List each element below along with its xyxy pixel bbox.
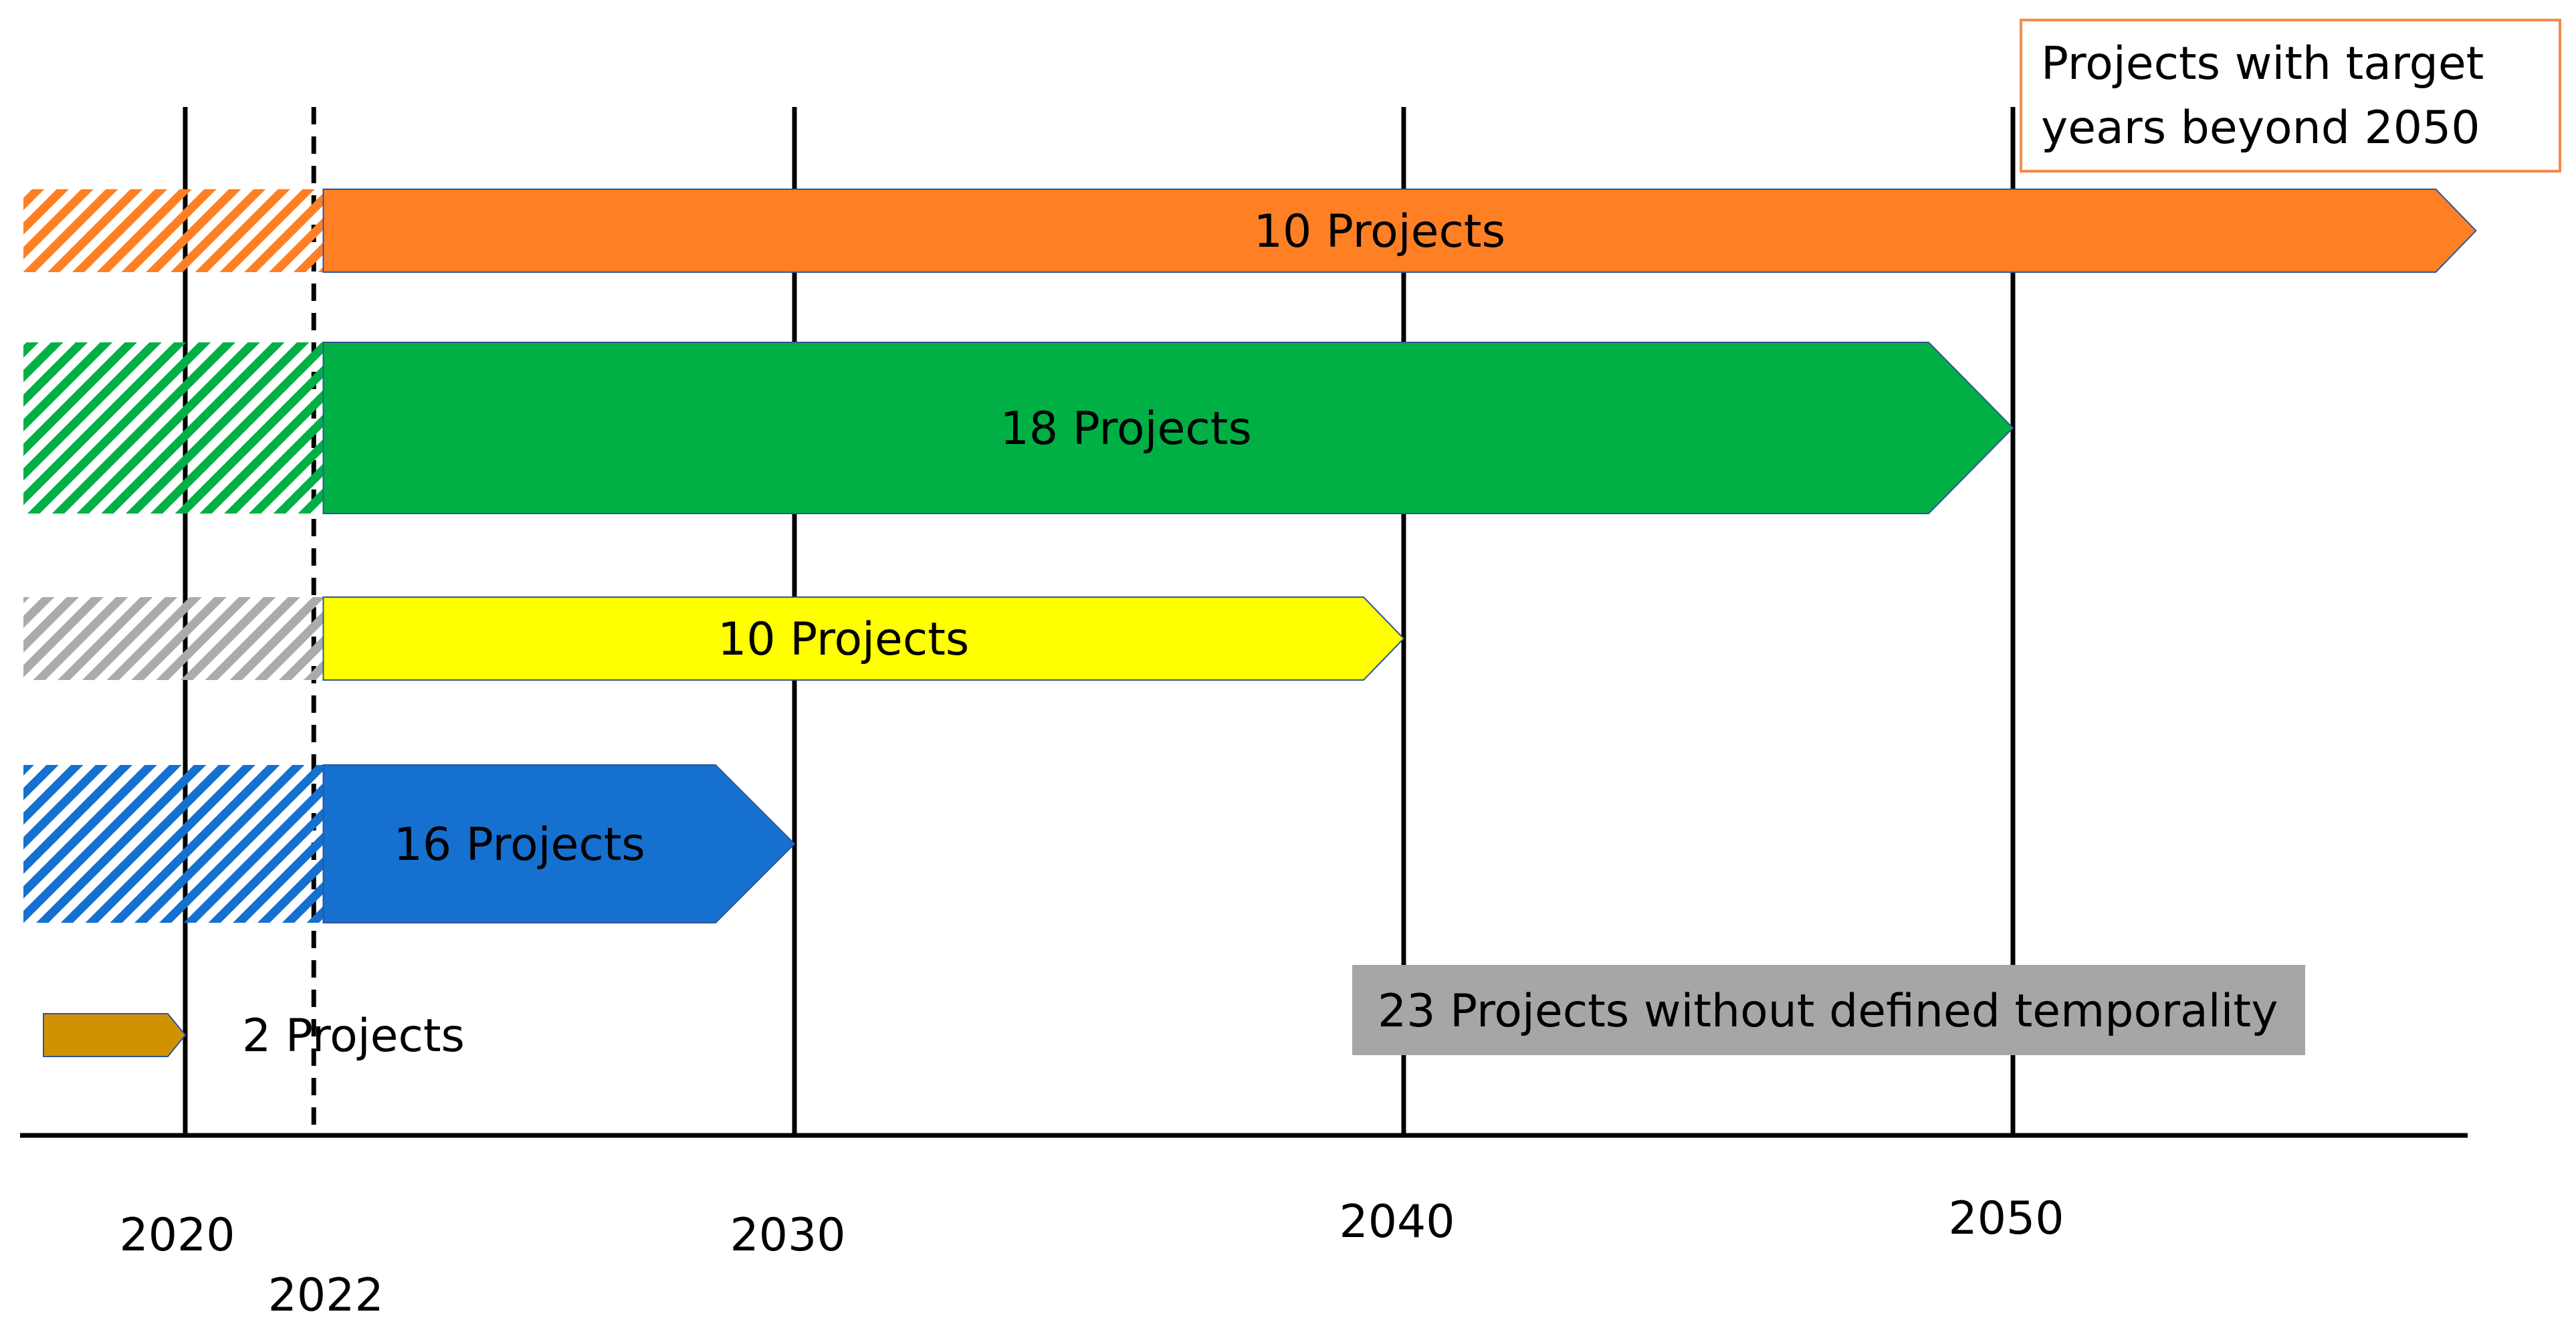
bar-label: 10 Projects — [1254, 205, 1505, 258]
beyond-2050-note-box — [2020, 19, 2561, 173]
beyond-2050-note-line-1: Projects with target — [2041, 37, 2484, 90]
bar-hatched-segment — [23, 342, 324, 514]
bar-label: 10 Projects — [718, 613, 969, 666]
bar-solid-arrow — [43, 1013, 187, 1057]
bar-solid-arrow — [322, 342, 2014, 514]
annotations: Projects with target years beyond 2050 2… — [1352, 19, 2561, 1055]
bar-1: 10 Projects — [23, 189, 2477, 273]
tick-label-2020: 2020 — [119, 1209, 235, 1262]
beyond-2050-note-line-2: years beyond 2050 — [2041, 102, 2480, 154]
bar-4: 16 Projects — [23, 764, 796, 923]
undefined-temporality-box — [1352, 965, 2305, 1055]
tick-label-2030: 2030 — [730, 1209, 845, 1262]
bar-3: 10 Projects — [23, 596, 1405, 681]
bars: 10 Projects 18 Projects 10 Projects 16 Proj… — [23, 189, 2477, 1063]
bar-5: 2 Projects — [43, 1010, 465, 1063]
undefined-temporality-label: 23 Projects without defined temporality — [1378, 985, 2278, 1038]
bar-solid-arrow — [322, 189, 2477, 273]
bar-2: 18 Projects — [23, 342, 2014, 514]
x-axis: 2020 2022 2030 2040 2050 — [20, 1133, 2468, 1322]
bar-solid-arrow — [322, 596, 1405, 681]
bar-hatched-segment — [23, 189, 324, 272]
tick-label-2022: 2022 — [268, 1269, 384, 1322]
bar-label: 18 Projects — [1000, 403, 1252, 455]
bar-hatched-segment — [23, 765, 324, 923]
tick-label-2050: 2050 — [1948, 1192, 2064, 1245]
bar-label: 2 Projects — [242, 1010, 465, 1063]
bar-solid-arrow — [322, 764, 796, 923]
tick-label-2040: 2040 — [1339, 1196, 1455, 1248]
bar-label: 16 Projects — [394, 818, 645, 871]
bar-hatched-segment — [23, 597, 324, 680]
